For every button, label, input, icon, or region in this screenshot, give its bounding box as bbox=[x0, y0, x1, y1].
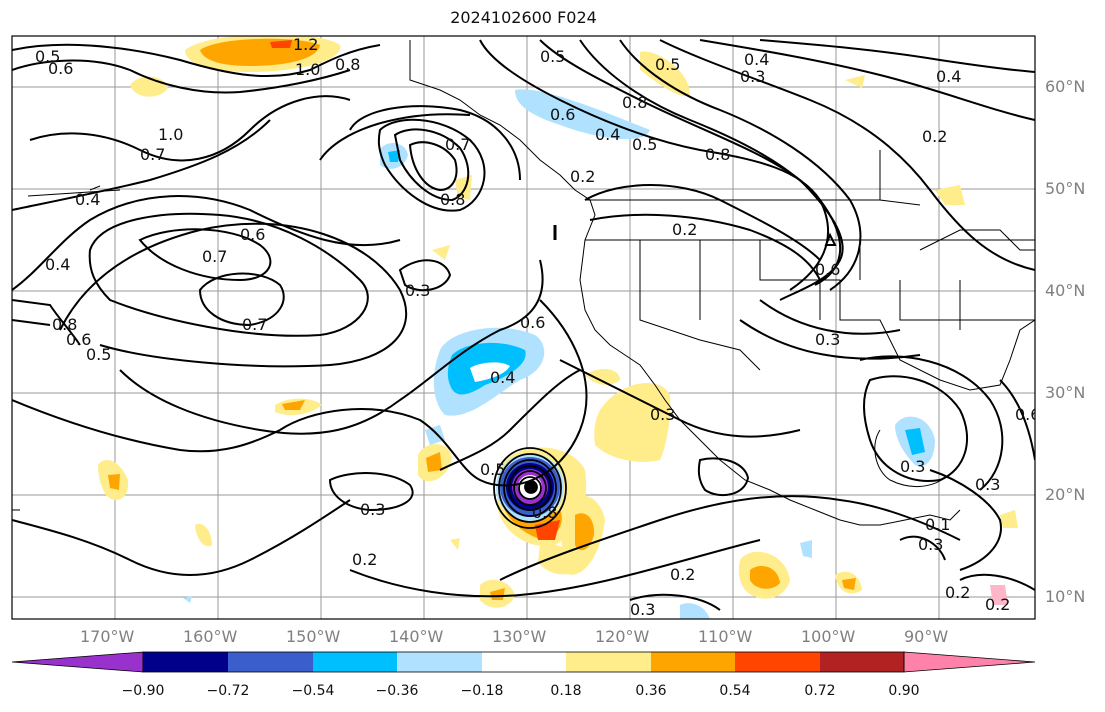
contour-labels: 0.5 0.6 1.2 1.0 0.8 1.0 0.7 0.4 0.7 0.6 … bbox=[35, 35, 1040, 619]
contour-label: 0.6 bbox=[66, 330, 91, 349]
colorbar-tick: 0.90 bbox=[888, 683, 920, 699]
lat-label: 30°N bbox=[1045, 383, 1086, 402]
contour-label: 0.4 bbox=[490, 368, 515, 387]
contour-label: 0.6 bbox=[815, 260, 840, 279]
colorbar-tick: −0.36 bbox=[375, 683, 419, 699]
lat-label: 40°N bbox=[1045, 281, 1086, 300]
contour-label: 1.2 bbox=[293, 35, 318, 54]
contour-label: 0.2 bbox=[985, 595, 1010, 614]
contour-label: 1.0 bbox=[158, 125, 183, 144]
contour-label: 0.3 bbox=[975, 475, 1000, 494]
lat-label: 20°N bbox=[1045, 485, 1086, 504]
gridlines bbox=[12, 36, 1035, 619]
contour-label: 0.8 bbox=[532, 503, 557, 522]
contour-label: 0.6 bbox=[48, 59, 73, 78]
contour-label: 0.2 bbox=[352, 550, 377, 569]
contour-label: 0.5 bbox=[540, 47, 565, 66]
colorbar-tick: −0.18 bbox=[460, 683, 504, 699]
contour-label: 0.3 bbox=[815, 330, 840, 349]
contour-label: 0.4 bbox=[744, 50, 769, 69]
contour-label: 0.7 bbox=[242, 315, 267, 334]
contour-label: 0.5 bbox=[480, 460, 505, 479]
colorbar-tick: 0.54 bbox=[719, 683, 751, 699]
colorbar-tick: −0.90 bbox=[121, 683, 165, 699]
contour-label: 1.0 bbox=[295, 60, 320, 79]
contour-label: 0.2 bbox=[945, 583, 970, 602]
contour-label: 0.8 bbox=[622, 93, 647, 112]
contour-label: 0.6 bbox=[1015, 405, 1040, 424]
contour-label: 0.5 bbox=[86, 345, 111, 364]
contour-label: 0.3 bbox=[630, 600, 655, 619]
contour-label: 0.8 bbox=[705, 145, 730, 164]
contour-label: 0.2 bbox=[570, 167, 595, 186]
contour-label: 0.6 bbox=[520, 313, 545, 332]
contour-label: 0.2 bbox=[672, 220, 697, 239]
hurricane-contours bbox=[493, 447, 567, 529]
contour-label: 0.4 bbox=[595, 125, 620, 144]
lat-label: 10°N bbox=[1045, 587, 1086, 606]
contour-label: 0.4 bbox=[45, 255, 70, 274]
contour-label: 0.4 bbox=[936, 67, 961, 86]
colorbar-tick: 0.72 bbox=[804, 683, 836, 699]
shaded-anomalies bbox=[98, 36, 1018, 619]
contour-label: 0.3 bbox=[405, 281, 430, 300]
contour-label: 0.7 bbox=[140, 145, 165, 164]
map-area: 0.5 0.6 1.2 1.0 0.8 1.0 0.7 0.4 0.7 0.6 … bbox=[12, 35, 1040, 619]
contour-label: 0.3 bbox=[650, 405, 675, 424]
contour-lines bbox=[12, 39, 1035, 611]
map-title: 2024102600 F024 bbox=[450, 8, 597, 27]
lat-label: 60°N bbox=[1045, 77, 1086, 96]
lon-label: 130°W bbox=[492, 627, 547, 646]
lon-label: 90°W bbox=[904, 627, 949, 646]
colorbar-tick: −0.54 bbox=[291, 683, 335, 699]
colorbar-tick: −0.72 bbox=[206, 683, 250, 699]
contour-label: 0.5 bbox=[632, 135, 657, 154]
contour-label: 0.4 bbox=[75, 190, 100, 209]
contour-label: 0.7 bbox=[445, 135, 470, 154]
contour-label: 0.3 bbox=[740, 67, 765, 86]
contour-label: 0.8 bbox=[52, 315, 77, 334]
colorbar bbox=[11, 651, 1036, 673]
contour-label: 0.3 bbox=[900, 457, 925, 476]
contour-label: 0.6 bbox=[550, 105, 575, 124]
contour-label: 0.3 bbox=[918, 535, 943, 554]
lon-label: 150°W bbox=[286, 627, 341, 646]
lat-label: 50°N bbox=[1045, 179, 1086, 198]
contour-label: 0.2 bbox=[922, 127, 947, 146]
contour-label: 0.1 bbox=[925, 515, 950, 534]
colorbar-extend-high bbox=[903, 651, 1036, 673]
map-frame bbox=[11, 35, 1036, 620]
coastlines bbox=[12, 40, 1035, 526]
contour-label: 0.3 bbox=[360, 500, 385, 519]
contour-label: 0.7 bbox=[202, 247, 227, 266]
lon-label: 100°W bbox=[801, 627, 856, 646]
lon-label: 140°W bbox=[389, 627, 444, 646]
colorbar-tick: 0.36 bbox=[635, 683, 667, 699]
contour-label: 0.8 bbox=[335, 55, 360, 74]
lon-label: 160°W bbox=[183, 627, 238, 646]
lon-label: 120°W bbox=[595, 627, 650, 646]
lon-label: 170°W bbox=[80, 627, 135, 646]
contour-label: 0.6 bbox=[240, 225, 265, 244]
contour-label: 0.2 bbox=[670, 565, 695, 584]
contour-label: 0.8 bbox=[440, 190, 465, 209]
colorbar-tick: 0.18 bbox=[550, 683, 582, 699]
lon-label: 110°W bbox=[698, 627, 753, 646]
contour-label: 0.5 bbox=[655, 55, 680, 74]
contour-label: 0.5 bbox=[35, 47, 60, 66]
colorbar-extend-low bbox=[11, 651, 144, 673]
